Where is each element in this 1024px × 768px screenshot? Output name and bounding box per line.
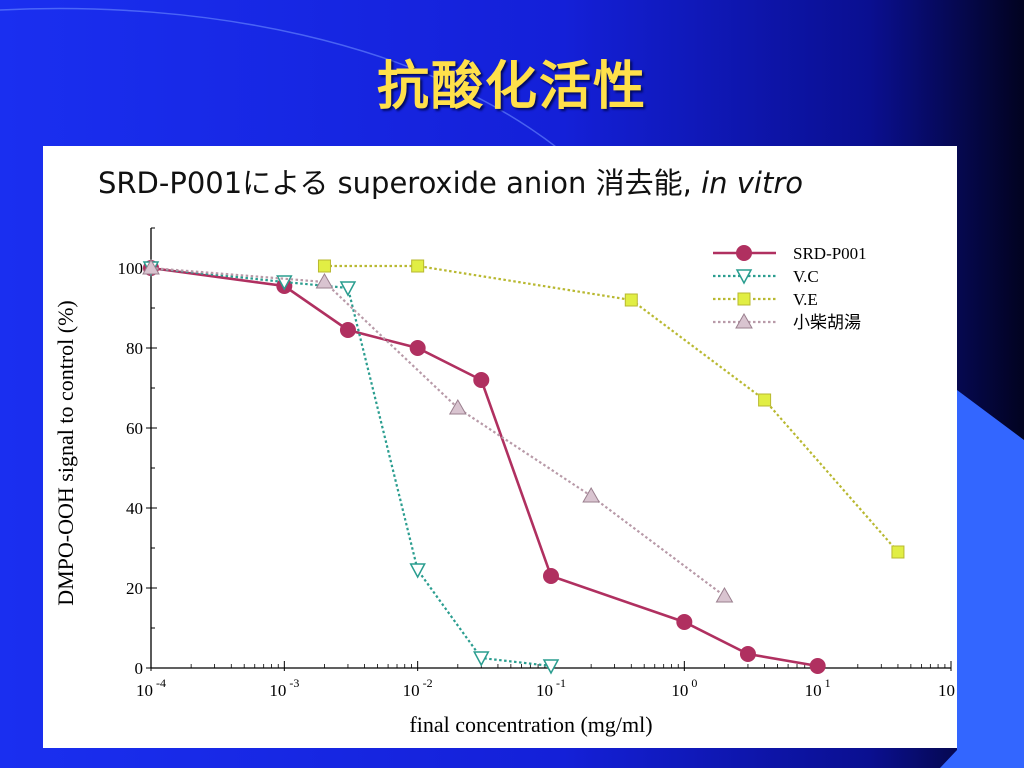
legend-label: 小柴胡湯	[793, 313, 861, 332]
data-point	[339, 322, 356, 338]
series-line	[324, 264, 899, 553]
data-point	[411, 259, 425, 273]
axes	[150, 228, 951, 669]
data-point	[582, 486, 600, 503]
data-point	[715, 586, 734, 603]
data-point	[624, 293, 638, 307]
x-tick-label: 10 -4	[136, 676, 166, 700]
y-tick-label: 20	[126, 579, 143, 598]
x-tick-base: 10	[269, 681, 286, 700]
x-tick-exponent: -4	[156, 676, 166, 690]
x-tick-base: 10	[805, 681, 822, 700]
y-tick-label: 40	[126, 499, 143, 518]
series-2	[317, 259, 905, 559]
legend-marker	[735, 269, 753, 285]
series-line	[150, 266, 726, 597]
x-tick-base: 10	[671, 681, 688, 700]
y-axis-title: DMPO-OOH signal to control (%)	[53, 300, 78, 606]
data-point	[739, 646, 756, 662]
data-point	[409, 563, 426, 579]
x-tick-base: 10	[536, 681, 553, 700]
data-point	[448, 398, 467, 415]
legend-marker	[737, 292, 751, 306]
legend-marker	[735, 312, 753, 329]
legend-marker	[736, 245, 752, 261]
x-tick-label: 10 -1	[536, 676, 566, 700]
data-point	[142, 258, 160, 275]
x-tick-label: 10 -3	[269, 676, 299, 700]
x-tick-label: 10 -2	[403, 676, 433, 700]
caption-main: SRD-P001による superoxide anion 消去能,	[98, 166, 702, 200]
slide-title: 抗酸化活性	[376, 56, 647, 117]
data-point	[339, 281, 357, 297]
data-point	[315, 272, 334, 289]
data-point	[542, 659, 560, 675]
data-point	[543, 568, 559, 584]
series-3	[142, 258, 734, 603]
x-tick-base: 10	[136, 681, 153, 700]
legend-label: SRD-P001	[793, 244, 867, 263]
x-tick-exponent: -3	[289, 676, 299, 690]
data-point	[758, 393, 772, 407]
data-point	[473, 372, 490, 388]
x-tick-label: 10 1	[805, 676, 831, 700]
y-tick-label: 80	[126, 339, 143, 358]
data-point	[676, 614, 693, 630]
x-axis-title: final concentration (mg/ml)	[409, 712, 652, 737]
x-tick-exponent: -2	[423, 676, 433, 690]
data-point	[809, 658, 826, 674]
data-point	[409, 340, 426, 356]
legend-label: V.C	[793, 267, 819, 286]
y-tick-label: 100	[118, 259, 144, 278]
y-tick-label: 0	[135, 659, 144, 678]
x-tick-exponent: -1	[556, 676, 566, 690]
x-tick-exponent: 1	[825, 676, 831, 690]
caption-italic: in vitro	[701, 166, 804, 200]
data-point	[891, 545, 905, 559]
series-line	[150, 266, 818, 668]
x-tick-base: 10	[938, 681, 955, 700]
x-tick-label: 102	[938, 676, 957, 700]
series-0	[143, 260, 826, 674]
data-point	[473, 651, 490, 667]
accent-shape	[940, 390, 1024, 768]
legend-label: V.E	[793, 290, 818, 309]
x-tick-label: 10 0	[671, 676, 697, 700]
x-tick-exponent: 0	[691, 676, 697, 690]
series-line	[150, 266, 552, 668]
figure-panel: SRD-P001による superoxide anion 消去能, in vit…	[43, 146, 957, 748]
data-point	[317, 259, 331, 273]
y-tick-label: 60	[126, 419, 143, 438]
x-tick-base: 10	[403, 681, 420, 700]
figure-caption: SRD-P001による superoxide anion 消去能, in vit…	[98, 160, 803, 202]
series-layer	[142, 258, 905, 675]
legend: SRD-P001 V.C V.E 小柴胡湯	[713, 244, 867, 332]
